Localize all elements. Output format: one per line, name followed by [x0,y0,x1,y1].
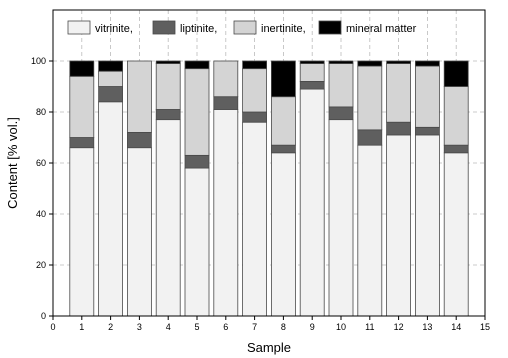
bar-segment [98,60,123,72]
bar-segment [127,147,152,317]
bar-segment [299,88,325,317]
bar-segment [270,96,296,146]
bar-segment [127,131,152,149]
bar-segment [155,119,181,317]
x-tick-label: 11 [365,322,374,332]
bar-segment [184,154,210,169]
bar-segment [328,63,354,108]
bar-segment [414,134,440,317]
legend-item: inertinite, [233,20,306,35]
y-tick-label: 80 [36,107,46,117]
bar-segment [98,70,123,87]
bar-segment [69,137,95,149]
bar-segment [213,96,239,110]
bar-segment [386,60,412,64]
bar-segment [155,60,181,64]
legend-label: inertinite, [261,23,306,35]
bar-segment [213,109,239,317]
axes [49,9,486,320]
y-tick-label: 100 [31,56,46,66]
bar-segment [357,144,383,317]
bar-segment [127,60,152,133]
bar-segment [242,121,268,317]
bar-segment [184,167,210,317]
x-tick-label: 4 [166,322,171,332]
x-tick-label: 7 [252,322,257,332]
bar-segment [242,60,268,70]
bar-segment [98,101,123,317]
x-tick-label: 13 [422,322,432,332]
legend-item: liptinite, [152,20,217,35]
bar-segment [443,144,469,154]
bar-segment [242,111,268,123]
bar-segment [69,60,95,77]
x-tick-label: 0 [50,322,55,332]
x-tick-label: 6 [223,322,228,332]
y-tick-label: 0 [41,311,46,321]
bar-segment [299,81,325,90]
x-tick-label: 5 [194,322,199,332]
legend-label: liptinite, [180,23,217,35]
bar-segment [328,106,354,121]
x-tick-label: 14 [451,322,461,332]
y-tick-label: 60 [36,158,46,168]
legend-swatch [233,20,257,35]
y-axis-title: Content [% vol.] [5,117,20,209]
legend-swatch [318,20,342,35]
x-tick-label: 9 [310,322,315,332]
bar-segment [155,63,181,110]
bar-stacks [69,60,469,317]
bar-segment [270,144,296,154]
bar-segment [69,75,95,138]
x-tick-label: 15 [480,322,490,332]
bar-segment [443,86,469,146]
legend: vitrinite, liptinite, inertinite, mineral m… [67,20,417,35]
bar-segment [270,152,296,317]
x-tick-label: 8 [281,322,286,332]
legend-label: vitrinite, [95,23,133,35]
legend-item: vitrinite, [67,20,133,35]
legend-swatch [67,20,91,35]
bar-segment [155,109,181,121]
bar-segment [443,60,469,87]
bar-segment [357,129,383,146]
bar-segment [357,60,383,67]
x-axis-title: Sample [247,340,291,355]
bar-segment [242,68,268,113]
bar-segment [184,68,210,156]
bar-segment [328,119,354,317]
bar-segment [213,60,239,98]
x-tick-label: 10 [336,322,346,332]
bar-segment [386,121,412,136]
legend-swatch [152,20,176,35]
y-tick-label: 20 [36,260,46,270]
bar-segment [414,60,440,67]
legend-item: mineral matter [318,20,417,35]
x-tick-label: 3 [137,322,142,332]
bar-segment [184,60,210,70]
bar-segment [443,152,469,317]
bar-segment [328,60,354,64]
x-tick-label: 12 [394,322,404,332]
bar-segment [98,86,123,103]
bar-segment [386,63,412,123]
bar-segment [299,63,325,82]
legend-label: mineral matter [346,23,417,35]
bar-segment [414,65,440,128]
bar-segment [69,147,95,317]
bar-segment [386,134,412,317]
bar-segment [299,60,325,64]
bar-segment [357,65,383,131]
x-tick-label: 1 [79,322,84,332]
y-tick-label: 40 [36,209,46,219]
bar-segment [270,60,296,98]
x-tick-label: 2 [108,322,113,332]
bar-segment [414,126,440,136]
